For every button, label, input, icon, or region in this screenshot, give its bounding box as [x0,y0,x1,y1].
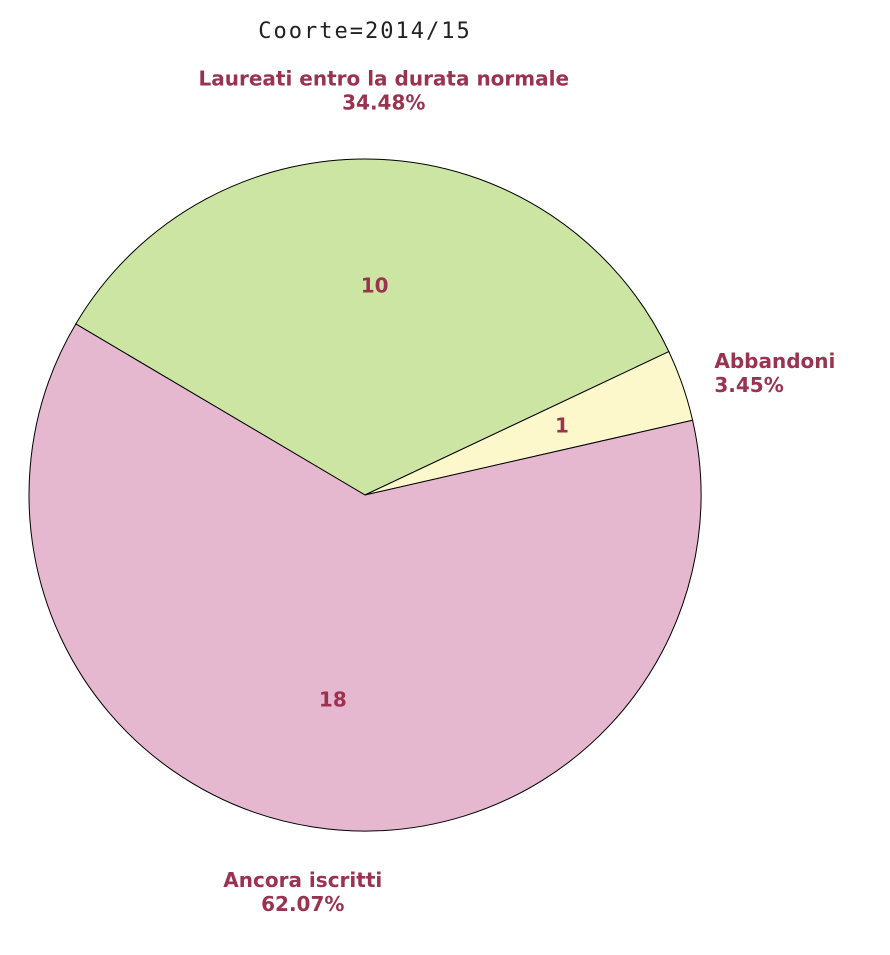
value-label: 10 [361,273,389,297]
value-label: 1 [555,413,569,437]
percentage-label: 34.48% [342,91,425,115]
percentage-label: 3.45% [714,373,783,397]
pie-slice [28,323,702,832]
category-label: Abbandoni [714,349,835,373]
category-label: Laureati entro la durata normale [198,67,569,91]
value-label: 18 [319,687,347,711]
chart-title: Coorte=2014/15 [258,19,471,44]
pie-slice [75,158,670,496]
percentage-label: 62.07% [261,892,344,916]
category-label: Ancora iscritti [223,868,382,892]
